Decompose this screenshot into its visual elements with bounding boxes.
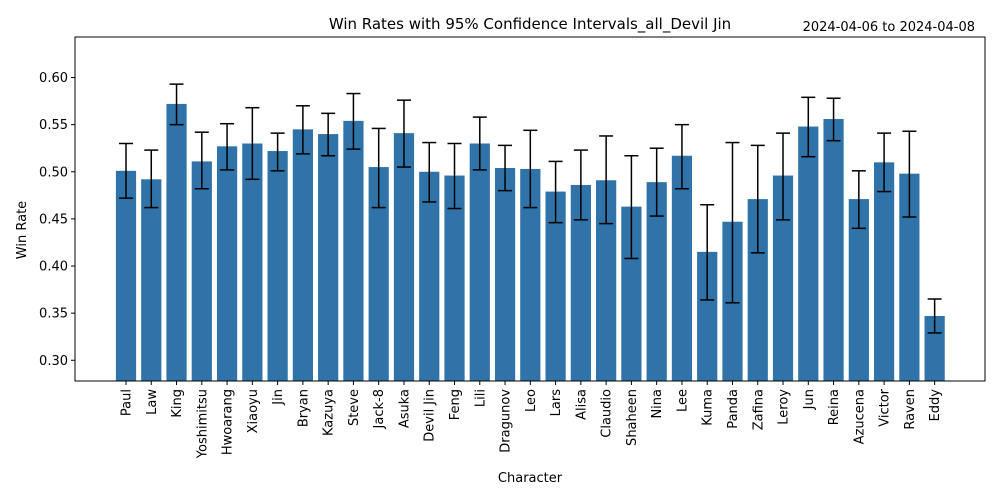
x-tick-label: Feng bbox=[448, 389, 463, 420]
x-tick-label: Asuka bbox=[397, 389, 412, 428]
bar bbox=[798, 126, 819, 382]
x-tick-label: Azucena bbox=[852, 389, 867, 444]
bar bbox=[570, 184, 591, 381]
bar bbox=[873, 162, 895, 381]
bar bbox=[242, 143, 263, 381]
x-tick-label: Raven bbox=[903, 389, 918, 430]
y-tick-label: 0.60 bbox=[39, 71, 68, 86]
x-tick-label: Jun bbox=[802, 389, 817, 410]
bar bbox=[292, 129, 313, 381]
bar bbox=[267, 151, 288, 381]
x-tick-label: Shaheen bbox=[625, 389, 640, 446]
x-tick-label: Bryan bbox=[296, 389, 311, 427]
bar bbox=[469, 143, 490, 381]
x-tick-label: Reina bbox=[827, 389, 842, 425]
y-tick-label: 0.50 bbox=[39, 165, 68, 180]
bar bbox=[596, 180, 617, 381]
x-tick-label: Leroy bbox=[777, 389, 792, 425]
plot-marks: 0.30 0.35 0.40 0.45 0.50 0.55 0.60 Paul Law King Y… bbox=[39, 71, 945, 459]
x-tick-label: Victor bbox=[878, 388, 893, 426]
x-tick-label: Leo bbox=[524, 389, 539, 412]
y-tick-label: 0.55 bbox=[39, 118, 68, 133]
x-tick-label: Xiaoyu bbox=[246, 389, 261, 433]
x-tick-label: Zafina bbox=[751, 389, 766, 430]
bar bbox=[520, 168, 541, 381]
x-tick-label: Dragunov bbox=[499, 389, 514, 453]
bar bbox=[115, 170, 137, 381]
x-tick-label: Steve bbox=[347, 389, 362, 426]
y-tick-label: 0.40 bbox=[39, 260, 68, 275]
x-tick-label: Alisa bbox=[574, 389, 589, 420]
x-tick-label: Paul bbox=[120, 389, 135, 416]
bar bbox=[823, 118, 844, 382]
bar bbox=[216, 146, 238, 381]
x-tick-label: Yoshimitsu bbox=[195, 389, 210, 459]
bar bbox=[671, 155, 693, 381]
bar bbox=[899, 173, 920, 381]
x-axis-label: Character bbox=[498, 471, 563, 486]
x-tick-label: Lars bbox=[549, 389, 564, 417]
y-axis-label: Win Rate bbox=[15, 201, 30, 259]
bar bbox=[646, 182, 667, 381]
x-tick-label: Jin bbox=[271, 389, 286, 406]
bar bbox=[621, 206, 642, 381]
bar bbox=[368, 167, 389, 381]
x-tick-label: Kuma bbox=[701, 389, 716, 426]
x-tick-label: Panda bbox=[726, 389, 741, 429]
bar bbox=[141, 179, 162, 381]
bar bbox=[772, 175, 794, 381]
x-tick-label: Jack-8 bbox=[372, 389, 387, 429]
chart-title: Win Rates with 95% Confidence Intervals_… bbox=[329, 15, 731, 34]
bar bbox=[343, 120, 364, 381]
x-tick-label: Lee bbox=[675, 389, 690, 412]
x-tick-label: Hwoarang bbox=[221, 389, 236, 455]
bar bbox=[318, 134, 339, 381]
bar bbox=[166, 103, 187, 381]
bar bbox=[393, 133, 415, 381]
plot-frame bbox=[74, 36, 986, 382]
x-tick-label: Eddy bbox=[928, 389, 943, 422]
bar bbox=[697, 251, 718, 381]
x-tick-label: Devil Jin bbox=[423, 389, 438, 442]
bar bbox=[545, 191, 566, 381]
x-tick-label: Claudio bbox=[600, 389, 615, 438]
x-tick-label: Law bbox=[145, 389, 160, 415]
y-tick-label: 0.35 bbox=[39, 307, 68, 322]
bar bbox=[419, 171, 440, 381]
bar bbox=[191, 161, 212, 381]
x-tick-label: Kazuya bbox=[322, 389, 337, 436]
y-tick-label: 0.30 bbox=[39, 354, 68, 369]
bar bbox=[494, 168, 516, 381]
date-range-label: 2024-04-06 to 2024-04-08 bbox=[803, 20, 975, 35]
bar bbox=[848, 199, 869, 381]
x-tick-label: Nina bbox=[650, 389, 665, 419]
bar bbox=[747, 199, 768, 381]
x-tick-label: King bbox=[170, 389, 185, 418]
x-tick-label: Lili bbox=[473, 389, 488, 407]
bar bbox=[444, 175, 465, 381]
y-tick-label: 0.45 bbox=[39, 212, 68, 227]
